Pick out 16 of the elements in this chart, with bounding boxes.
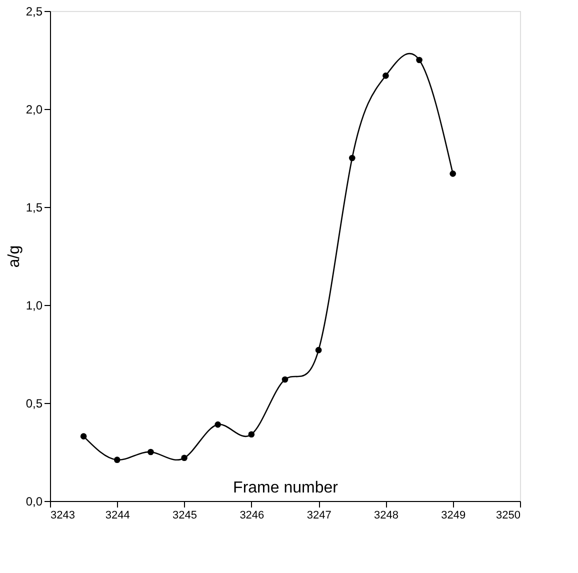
y-tick-label: 0,0 xyxy=(26,494,43,508)
x-tick-label: 3243 xyxy=(50,510,75,522)
x-tick-label: 3249 xyxy=(441,510,466,522)
x-axis-title: Frame number xyxy=(233,480,339,496)
x-tick-label: 3247 xyxy=(306,510,332,522)
y-tick-label: 2,0 xyxy=(26,102,43,116)
y-tick-label: 0,5 xyxy=(26,396,43,410)
x-tick-label: 3248 xyxy=(374,510,398,522)
x-tick-label: 3245 xyxy=(172,510,198,522)
x-tick-label: 3250 xyxy=(496,510,520,522)
y-tick-label: 1,5 xyxy=(26,200,43,214)
x-tick-label: 3244 xyxy=(105,510,130,522)
y-axis-title: a/g xyxy=(6,245,23,268)
y-tick-label: 1,0 xyxy=(26,298,43,312)
x-tick-label: 3246 xyxy=(240,510,264,522)
y-tick-label: 2,5 xyxy=(26,4,43,18)
